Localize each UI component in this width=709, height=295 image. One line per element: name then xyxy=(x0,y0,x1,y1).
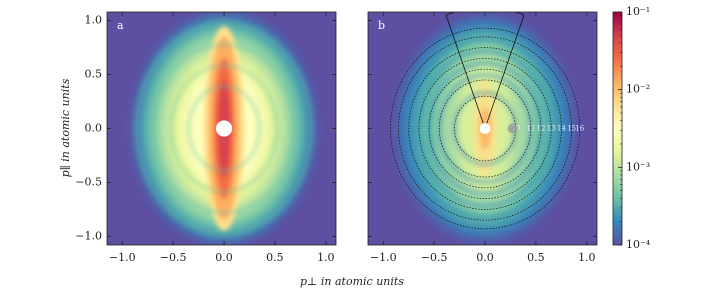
ring-marker xyxy=(507,123,518,134)
interference-ring xyxy=(134,21,314,236)
ring-label: 12 xyxy=(537,125,546,133)
interference-ring xyxy=(152,42,296,215)
y-tick-label: −1.0 xyxy=(75,229,102,242)
colorbar-tick-label: 10⁻² xyxy=(626,83,650,96)
x-tick-label: −1.0 xyxy=(109,251,136,264)
x-tick-label: −0.5 xyxy=(160,251,187,264)
x-tick-label: 1.0 xyxy=(317,251,335,264)
ring-label: 16 xyxy=(575,125,584,133)
colorbar-tick-label: 10⁻³ xyxy=(626,160,650,173)
center-mask xyxy=(479,123,491,134)
x-tick-label: −0.5 xyxy=(421,251,448,264)
ring xyxy=(398,36,572,221)
ring xyxy=(438,79,532,178)
x-axis-label: p⊥ in atomic units xyxy=(300,275,404,288)
y-tick-label: 0.0 xyxy=(85,122,103,135)
x-tick-label: 1.0 xyxy=(578,251,596,264)
ring-label: 14 xyxy=(557,125,566,133)
heatmap xyxy=(107,12,336,245)
ring xyxy=(428,68,542,189)
ring-label: 11 xyxy=(526,125,535,133)
panel-label: a xyxy=(117,19,124,32)
x-tick-label: 0.0 xyxy=(476,251,494,264)
ring xyxy=(408,47,562,210)
x-tick-label: 0.5 xyxy=(527,251,545,264)
y-axis-label: p∥ in atomic units xyxy=(59,78,72,177)
sector-outline xyxy=(445,12,525,124)
colorbar-tick-label: 10⁻¹ xyxy=(626,5,650,18)
interference-ring xyxy=(187,84,261,173)
colorbar xyxy=(612,11,623,246)
x-tick-label: −1.0 xyxy=(370,251,397,264)
center-mask xyxy=(215,120,233,137)
y-tick-label: −0.5 xyxy=(75,175,102,188)
x-tick-label: 0.5 xyxy=(266,251,284,264)
y-tick-label: 1.0 xyxy=(85,14,103,27)
ring-label: 15 xyxy=(567,125,576,133)
ring xyxy=(418,58,552,199)
heatmap: 10111213141516 xyxy=(368,12,597,245)
interference-ring xyxy=(169,63,279,194)
colorbar-tick-label: 10⁻⁴ xyxy=(626,238,651,251)
x-tick-label: 0.0 xyxy=(215,251,233,264)
ring xyxy=(390,27,581,230)
ring-label: 13 xyxy=(547,125,556,133)
panel-label: b xyxy=(378,19,385,32)
y-tick-label: 0.5 xyxy=(85,68,103,81)
